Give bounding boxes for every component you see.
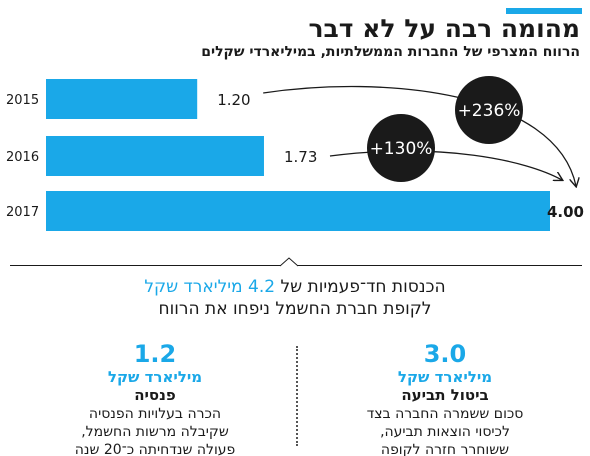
bar (46, 191, 550, 231)
item-lawsuit: 3.0 מיליארד שקל ביטול תביעה סכום ששמרה ה… (330, 340, 560, 456)
bar (46, 79, 198, 119)
accent-bar (506, 8, 582, 14)
chart-title: מהומה רבה על לא דבר (308, 14, 581, 43)
item-amount: 1.2 (133, 340, 177, 368)
item-name: פנסיה (134, 386, 176, 404)
category-label: 2016 (6, 150, 39, 165)
growth-arrow (329, 150, 562, 180)
value-label: 1.20 (217, 91, 250, 109)
item-desc-line: הכרה בעלויות הפנסיה (88, 406, 222, 422)
growth-bubble (367, 114, 435, 182)
chart-subtitle: הרווח המצרפי של החברות הממשלתיות, במיליא… (201, 44, 580, 60)
item-unit: מיליארד שקל (397, 368, 493, 386)
item-desc-line: פעולה שנדחיתה כ־20 שנה (74, 442, 236, 456)
column-separator (296, 346, 298, 446)
bar-chart: 2015 1.20 2016 1.73 2017 4.00 +236% +130% (6, 76, 584, 231)
item-amount: 3.0 (423, 340, 467, 368)
item-desc-line: סכום ששמרה החברה בצד (366, 406, 524, 422)
headline: הכנסות חד־פעמיות של 4.2 מיליארד שקל לקופ… (60, 276, 530, 320)
item-desc-line: ששוחרר חזרה לקופה (380, 442, 510, 456)
item-desc-line: שקיבלה מרשות החשמל, (81, 424, 229, 440)
growth-bubble (455, 76, 523, 144)
headline-text-1: הכנסות חד־פעמיות של (275, 277, 446, 297)
growth-label: +236% (458, 101, 521, 121)
value-label: 4.00 (547, 203, 584, 221)
growth-arrow (263, 85, 576, 186)
category-label: 2017 (6, 205, 39, 220)
headline-highlight: 4.2 מיליארד שקל (144, 277, 276, 297)
category-label: 2015 (6, 93, 39, 108)
bar (46, 136, 264, 176)
headline-text-2: לקופת חברת החשמל ניפחו את הרווח (158, 299, 432, 319)
item-pension: 1.2 מיליארד שקל פנסיה הכרה בעלויות הפנסי… (40, 340, 270, 456)
value-label: 1.73 (284, 148, 317, 166)
divider-notch (280, 257, 298, 267)
item-desc-line: לכיסוי הוצאות תביעה, (380, 424, 510, 440)
item-name: ביטול תביעה (401, 386, 489, 404)
growth-label: +130% (370, 139, 433, 159)
item-unit: מיליארד שקל (107, 368, 203, 386)
